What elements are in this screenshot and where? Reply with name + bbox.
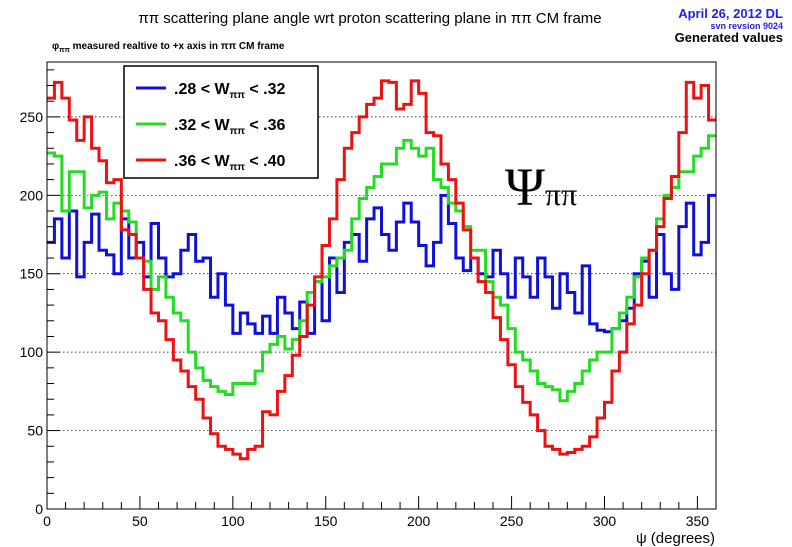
y-tick-label: 200 <box>20 187 44 203</box>
chart-title: ππ scattering plane angle wrt proton sca… <box>138 10 601 27</box>
series-line-2 <box>47 134 716 403</box>
y-tick-label: 0 <box>35 501 43 517</box>
y-tick-label: 50 <box>27 423 43 439</box>
x-tick-label: 150 <box>314 513 338 529</box>
x-tick-label: 0 <box>43 513 51 529</box>
psi-annotation: Ψππ <box>505 157 577 217</box>
series-line-3 <box>47 79 716 461</box>
x-tick-label: 200 <box>407 513 431 529</box>
axis-ticks <box>46 69 717 510</box>
x-tick-label: 50 <box>132 513 148 529</box>
y-tick-label: 150 <box>20 266 44 282</box>
revision-stamp: svn revsion 9024 <box>710 21 783 31</box>
x-tick-label: 250 <box>500 513 524 529</box>
x-axis-label: ψ (degrees) <box>636 530 715 547</box>
date-stamp: April 26, 2012 DL <box>678 6 783 21</box>
chart-subtitle: φππ measured realtive to +x axis in ππ C… <box>52 41 285 54</box>
series-line-1 <box>47 193 716 335</box>
legend-label-2: .32 < Wππ < .36 <box>174 117 285 137</box>
legend: .28 < Wππ < .32 .32 < Wππ < .36 .36 < Wππ … <box>123 65 319 179</box>
x-tick-label: 100 <box>221 513 245 529</box>
x-tick-label: 300 <box>593 513 617 529</box>
data-series <box>47 79 716 461</box>
x-tick-labels: 0 50 100 150 200 250 300 350 <box>43 513 709 529</box>
y-tick-labels: 0 50 100 150 200 250 <box>20 109 44 517</box>
generated-values-label: Generated values <box>675 30 783 45</box>
legend-label-1: .28 < Wππ < .32 <box>174 81 285 101</box>
legend-label-3: .36 < Wππ < .40 <box>174 153 285 173</box>
y-tick-label: 100 <box>20 344 44 360</box>
x-tick-label: 350 <box>686 513 710 529</box>
y-tick-label: 250 <box>20 109 44 125</box>
